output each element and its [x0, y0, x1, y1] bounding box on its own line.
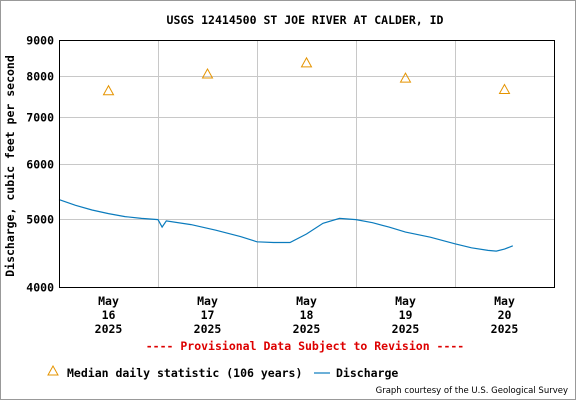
plot-frame [59, 40, 555, 288]
legend-median-marker [47, 364, 59, 376]
median-marker [300, 56, 313, 68]
median-marker [399, 72, 412, 83]
y-tick-label: 9000 [26, 34, 54, 48]
y-axis-label: Discharge, cubic feet per second [3, 55, 17, 277]
x-tick-label: May [395, 294, 416, 308]
x-tick-label: 18 [300, 308, 314, 322]
credit-text: Graph courtesy of the U.S. Geological Su… [376, 386, 568, 396]
x-tick-label: 2025 [293, 322, 321, 336]
x-tick-label: 19 [399, 308, 413, 322]
discharge-line [58, 199, 514, 252]
median-marker [498, 83, 511, 95]
x-tick-label: 2025 [491, 322, 519, 336]
y-tick-labels: 4000 5000 6000 7000 8000 9000 [26, 34, 54, 295]
x-tick-labels: May162025May172025May182025May192025May2… [95, 294, 519, 336]
x-tick-label: 2025 [392, 322, 420, 336]
x-tick-label: May [296, 294, 317, 308]
y-tick-label: 6000 [26, 158, 54, 172]
x-tick-label: 2025 [95, 322, 123, 336]
y-tick-label: 8000 [26, 70, 54, 84]
y-tick-label: 5000 [26, 213, 54, 227]
median-marker [201, 67, 214, 79]
grid-lines [59, 40, 554, 288]
y-tick-label: 4000 [26, 281, 54, 295]
data-series [58, 56, 514, 252]
x-tick-label: May [197, 294, 218, 308]
chart-title: USGS 12414500 ST JOE RIVER AT CALDER, ID [167, 13, 444, 27]
x-tick-label: May [98, 294, 119, 308]
provisional-notice: ---- Provisional Data Subject to Revisio… [146, 339, 465, 353]
x-tick-label: 20 [498, 308, 512, 322]
x-tick-label: 17 [201, 308, 215, 322]
x-tick-label: May [494, 294, 515, 308]
median-marker [102, 84, 115, 96]
x-tick-label: 16 [102, 308, 116, 322]
legend: Median daily statistic (106 years) Discha… [47, 364, 398, 380]
x-tick-label: 2025 [194, 322, 222, 336]
y-tick-label: 7000 [26, 111, 54, 125]
legend-median-label: Median daily statistic (106 years) [67, 366, 302, 380]
legend-discharge-label: Discharge [336, 366, 398, 380]
